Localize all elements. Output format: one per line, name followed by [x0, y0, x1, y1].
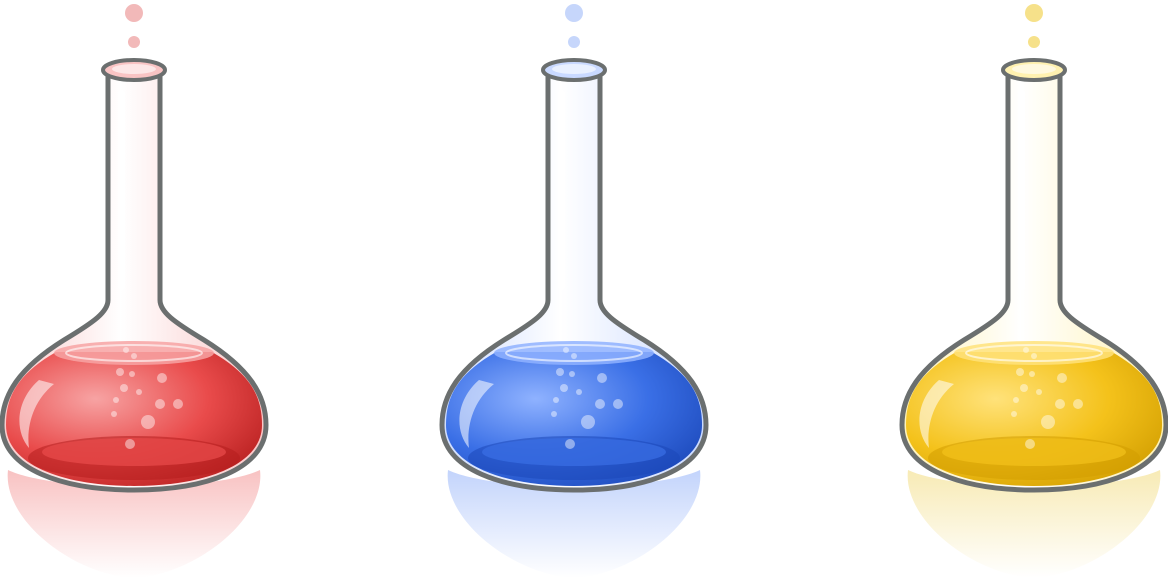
- liquid-bubble: [1016, 368, 1024, 376]
- neck-highlight: [558, 90, 565, 290]
- vapor-bubble: [1028, 36, 1040, 48]
- vapor-bubble: [565, 4, 583, 22]
- liquid-bubble: [173, 399, 183, 409]
- liquid-surface-ring: [505, 344, 643, 362]
- liquid-bubble: [1029, 371, 1035, 377]
- liquid-bubble: [1057, 373, 1067, 383]
- vapor-bubble: [1025, 4, 1043, 22]
- liquid-surface-ring: [65, 344, 203, 362]
- liquid-bubble: [1013, 397, 1019, 403]
- liquid-bubble: [131, 353, 137, 359]
- liquid-bubble: [120, 384, 128, 392]
- flask-rim-inner: [552, 64, 596, 74]
- glass-highlight: [919, 380, 954, 448]
- liquid-bubble: [581, 415, 595, 429]
- liquid-bubble: [565, 439, 575, 449]
- flask-reflection: [447, 470, 701, 578]
- liquid-bubble: [1011, 411, 1017, 417]
- liquid-bubble: [569, 371, 575, 377]
- liquid-bottom-glow: [942, 438, 1126, 466]
- liquid-bubble: [1025, 439, 1035, 449]
- yellow-flask: [899, 4, 1168, 578]
- liquid-bottom-glow: [42, 438, 226, 466]
- flask-reflection: [7, 470, 261, 578]
- liquid-bubble: [1055, 399, 1065, 409]
- liquid-bubble: [125, 439, 135, 449]
- vapor-bubble: [568, 36, 580, 48]
- vapor-bubble: [128, 36, 140, 48]
- vapor-bubble: [125, 4, 143, 22]
- liquid-bubble: [576, 389, 582, 395]
- liquid-bubble: [1020, 384, 1028, 392]
- liquid-bubble: [136, 389, 142, 395]
- liquid-bubble: [123, 347, 129, 353]
- glass-highlight: [19, 380, 54, 448]
- liquid-bubble: [613, 399, 623, 409]
- liquid-bubble: [1073, 399, 1083, 409]
- liquid-bubble: [1023, 347, 1029, 353]
- liquid-bubble: [571, 353, 577, 359]
- liquid-bubble: [563, 347, 569, 353]
- liquid-surface-ring: [965, 344, 1103, 362]
- liquid-bubble: [116, 368, 124, 376]
- flask-reflection: [907, 470, 1161, 578]
- liquid-bubble: [1041, 415, 1055, 429]
- blue-flask: [439, 4, 709, 578]
- liquid-bubble: [1031, 353, 1037, 359]
- flask-outline: [0, 72, 269, 493]
- flask-outline: [899, 72, 1168, 493]
- flask-rim-inner: [112, 64, 156, 74]
- liquid-bubble: [113, 397, 119, 403]
- liquid-bubble: [141, 415, 155, 429]
- liquid-bubble: [553, 397, 559, 403]
- neck-highlight: [118, 90, 125, 290]
- liquid-bubble: [556, 368, 564, 376]
- liquid-bubble: [1036, 389, 1042, 395]
- liquid-bubble: [157, 373, 167, 383]
- liquid-bubble: [129, 371, 135, 377]
- neck-highlight: [1018, 90, 1025, 290]
- flask-rim-inner: [1012, 64, 1056, 74]
- liquid-bubble: [560, 384, 568, 392]
- red-flask: [0, 4, 269, 578]
- liquid-bubble: [155, 399, 165, 409]
- flask-outline: [439, 72, 709, 493]
- liquid-bubble: [551, 411, 557, 417]
- glass-highlight: [459, 380, 494, 448]
- liquid-bubble: [111, 411, 117, 417]
- liquid-bottom-glow: [482, 438, 666, 466]
- liquid-bubble: [597, 373, 607, 383]
- liquid-bubble: [595, 399, 605, 409]
